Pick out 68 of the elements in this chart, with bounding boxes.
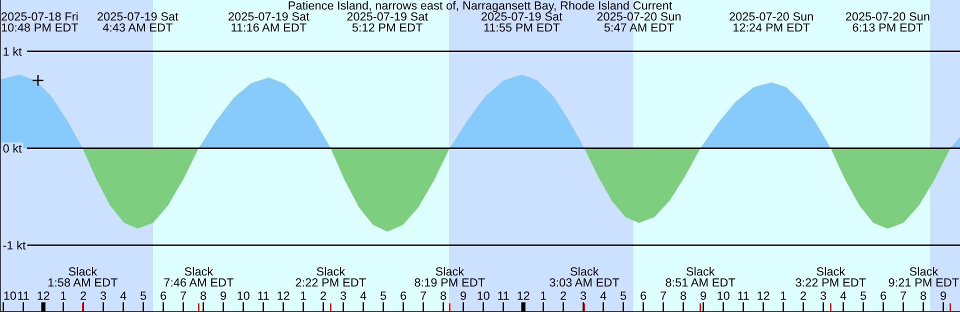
x-tick-label: 5 [860,292,866,300]
x-tick-label: 8 [680,291,686,300]
x-tick-label: 8 [920,291,926,300]
x-tick-label: 4 [600,292,606,300]
annotation: 2025-07-19 Sat 4:43 AM EDT [98,12,178,32]
annotation: 2025-07-20 Sun 12:24 PM EDT [730,12,813,32]
x-tick-label: 2 [800,291,806,300]
chart-title: Patience Island, narrows east of, Narragansett Bay, Rhode Island Current [288,1,672,12]
x-tick-label: 9 [700,291,706,300]
x-tick-label: 6 [160,291,166,300]
annotation: Slack 3:03 AM EDT [550,266,620,287]
x-tick-label: 10 [478,291,490,300]
x-tick-label: 10 [4,291,16,300]
x-tick-label: 1 [300,292,306,300]
annotation: 2025-07-20 Sun 6:13 PM EDT [846,12,930,32]
x-tick-label: 11 [738,292,749,300]
annotation: Slack 8:51 AM EDT [666,266,736,287]
x-tick-label: 7 [660,292,666,300]
x-tick-label: 12 [518,291,530,300]
x-tick-label: 2 [320,291,326,300]
x-tick-label: 1 [540,292,546,300]
x-tick-label: 11 [498,292,509,300]
x-tick-label: 2 [80,291,86,300]
x-tick-label: 3 [580,291,586,300]
annotation: 2025-07-20 Sun 5:47 AM EDT [597,12,681,32]
x-tick-label: 9 [940,291,946,300]
x-tick-label: 8 [200,291,206,300]
x-tick-label: 6 [880,291,886,300]
annotation: 2025-07-19 Sat 11:16 AM EDT [228,12,310,32]
annotation: Slack 1:58 AM EDT [48,266,118,287]
annotation: Slack 2:22 PM EDT [296,266,366,287]
x-tick-label: 3 [100,291,106,300]
annotation: 2025-07-18 Fri 10:48 PM EDT [2,12,78,32]
annotation: Slack 3:22 PM EDT [796,266,866,287]
x-tick-label: 12 [278,291,290,300]
x-tick-label: 7 [420,292,426,300]
x-tick-label: 6 [400,291,406,300]
x-tick-label: 11 [258,292,269,300]
x-tick-label: 1 [60,292,66,300]
x-tick-label: 4 [120,292,126,300]
x-tick-label: 12 [758,291,770,300]
annotation: Slack 9:21 PM EDT [888,266,959,287]
annotation: Slack 8:19 PM EDT [414,266,485,287]
x-tick-label: 10 [238,291,250,300]
x-tick-label: 5 [140,292,146,300]
x-tick-label: 6 [640,291,646,300]
x-tick-label: 1 [780,292,786,300]
x-tick-label: 5 [620,292,626,300]
x-tick-label: 9 [460,291,466,300]
y-tick-label: 1 kt [4,47,22,56]
x-tick-label: 10 [718,291,730,300]
x-tick-label: 11 [18,292,29,300]
x-tick-label: 3 [340,291,346,300]
annotation: 2025-07-19 Sat 11:55 PM EDT [482,12,562,32]
x-tick-label: 7 [900,292,906,300]
x-tick-label: 4 [840,292,846,300]
x-tick-label: 12 [38,291,50,300]
annotation: 2025-07-19 Sat 5:12 PM EDT [347,12,428,32]
x-tick-label: 2 [560,291,566,300]
x-tick-label: 8 [440,291,446,300]
annotation: Slack 7:46 AM EDT [164,266,234,287]
x-tick-label: 9 [220,291,226,300]
x-tick-label: 7 [180,292,186,300]
x-tick-label: 4 [360,292,366,300]
y-tick-label: 0 kt [3,144,22,153]
x-tick-label: 5 [380,292,386,300]
x-tick-label: 3 [820,291,826,300]
y-tick-label: -1 kt [3,240,26,250]
